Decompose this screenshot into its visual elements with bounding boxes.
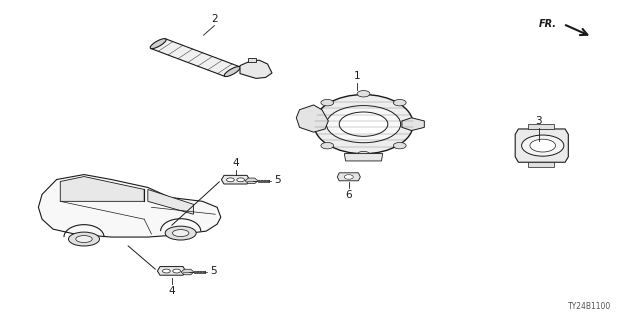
Circle shape (163, 269, 170, 273)
Polygon shape (38, 175, 221, 237)
Circle shape (408, 121, 421, 127)
Circle shape (357, 151, 370, 158)
Ellipse shape (224, 67, 240, 76)
Polygon shape (402, 118, 424, 131)
Circle shape (237, 178, 244, 182)
Ellipse shape (68, 232, 99, 246)
Text: 4: 4 (232, 158, 239, 168)
Text: FR.: FR. (539, 19, 557, 29)
Circle shape (522, 135, 564, 156)
Polygon shape (245, 178, 258, 184)
Circle shape (326, 106, 401, 143)
Polygon shape (344, 154, 383, 161)
Circle shape (530, 139, 556, 152)
Text: 5: 5 (210, 266, 216, 276)
Ellipse shape (172, 230, 189, 236)
Circle shape (321, 100, 333, 106)
Text: 1: 1 (354, 71, 360, 81)
Polygon shape (181, 269, 194, 275)
Polygon shape (528, 124, 554, 129)
Text: TY24B1100: TY24B1100 (568, 302, 611, 311)
Polygon shape (248, 58, 256, 62)
Ellipse shape (76, 236, 92, 243)
Circle shape (306, 121, 319, 127)
Circle shape (227, 178, 234, 182)
Polygon shape (337, 173, 360, 181)
Circle shape (344, 175, 353, 179)
Polygon shape (157, 267, 186, 275)
Text: 2: 2 (211, 14, 218, 24)
Text: 3: 3 (536, 116, 542, 126)
Circle shape (339, 112, 388, 136)
Circle shape (394, 142, 406, 149)
Polygon shape (221, 175, 250, 184)
Polygon shape (528, 162, 554, 167)
Polygon shape (151, 39, 239, 76)
Text: 4: 4 (168, 286, 175, 296)
Polygon shape (515, 129, 568, 162)
Circle shape (357, 91, 370, 97)
Polygon shape (60, 177, 144, 201)
Polygon shape (296, 105, 328, 132)
Polygon shape (148, 189, 193, 214)
Circle shape (173, 269, 180, 273)
Text: 6: 6 (346, 190, 352, 200)
Circle shape (321, 142, 333, 149)
Polygon shape (240, 60, 272, 78)
Circle shape (394, 100, 406, 106)
Ellipse shape (150, 39, 166, 49)
Ellipse shape (165, 226, 196, 240)
Text: 5: 5 (274, 175, 280, 185)
Ellipse shape (314, 94, 413, 154)
